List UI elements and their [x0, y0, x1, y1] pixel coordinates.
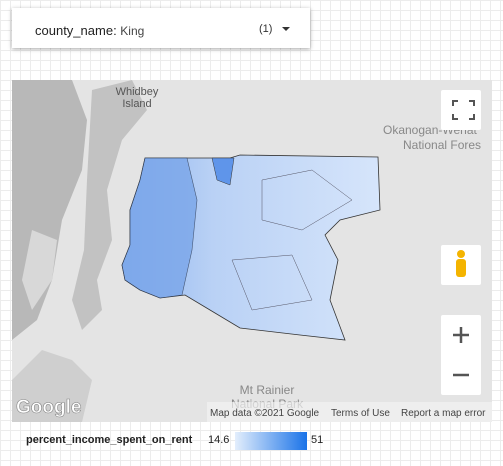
- fullscreen-button[interactable]: [441, 90, 481, 130]
- filter-field: county_name: [35, 23, 114, 38]
- legend-min: 14.6: [208, 434, 230, 446]
- attribution: Map data ©2021 Google: [210, 408, 320, 419]
- dropdown-arrow[interactable]: [282, 27, 290, 31]
- map[interactable]: Whidbey Island Okanogan-Wenat National F…: [12, 80, 492, 422]
- legend-max: 51: [311, 434, 324, 446]
- legend: percent_income_spent_on_rent 14.6 51: [0, 430, 503, 450]
- legend-metric: percent_income_spent_on_rent: [26, 434, 193, 446]
- report-link[interactable]: Report a map error: [401, 408, 486, 419]
- place-label: National Fores: [403, 138, 481, 152]
- place-label: Island: [122, 98, 151, 110]
- filter-value: King: [120, 24, 145, 38]
- filter-count: (1): [259, 23, 273, 35]
- google-logo: Google: [16, 397, 81, 418]
- filter-control[interactable]: county_name: King (1): [12, 8, 310, 48]
- zoom-control[interactable]: [441, 315, 481, 395]
- legend-gradient: [235, 432, 307, 450]
- terms-link[interactable]: Terms of Use: [331, 408, 390, 419]
- place-label: Whidbey: [116, 86, 159, 98]
- place-label: Mt Rainier: [240, 383, 295, 397]
